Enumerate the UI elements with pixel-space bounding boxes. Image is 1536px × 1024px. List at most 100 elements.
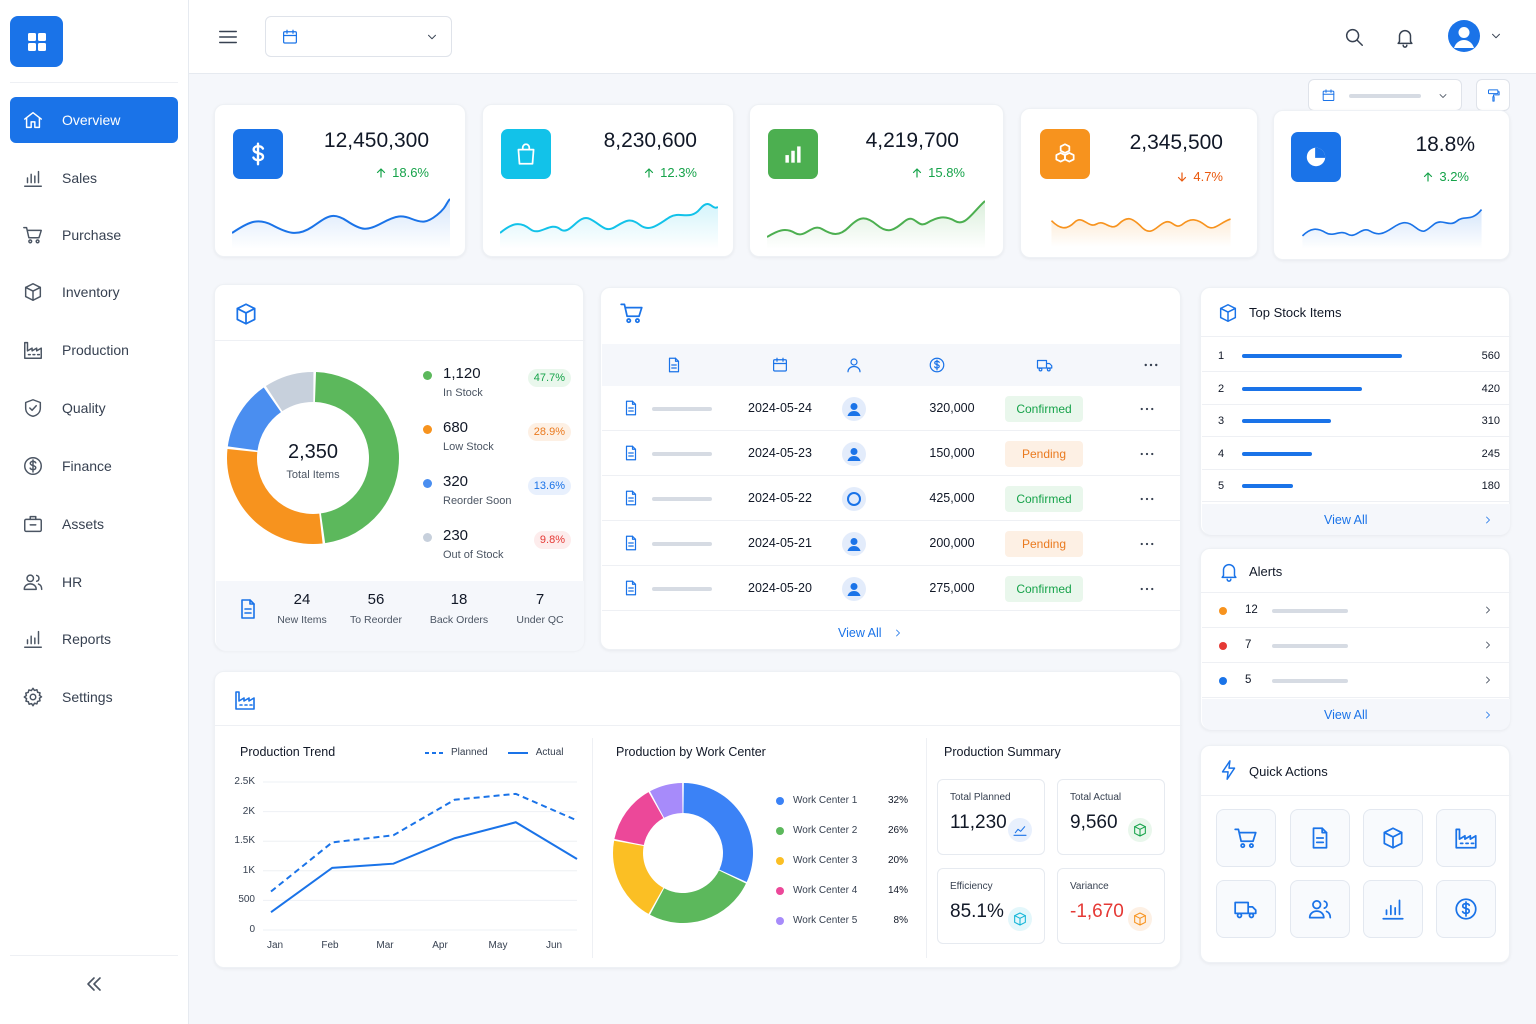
- document-icon: [668, 357, 680, 373]
- quick-action-document[interactable]: [1290, 809, 1350, 867]
- more-icon[interactable]: [1138, 400, 1156, 418]
- orders-view-all-link[interactable]: View All: [838, 626, 904, 640]
- divider: [926, 738, 927, 958]
- stat-under-qc[interactable]: 7 Under QC: [500, 591, 580, 626]
- quick-action-inventory[interactable]: [1363, 809, 1423, 867]
- list-item[interactable]: 5 180: [1202, 470, 1510, 502]
- summary-total-actual: Total Actual 9,560: [1057, 779, 1165, 855]
- top-stock-view-all-link[interactable]: View All: [1324, 513, 1368, 527]
- list-item[interactable]: 2 420: [1202, 373, 1510, 405]
- trend-title: Production Trend: [240, 745, 336, 759]
- sidebar-item-settings[interactable]: Settings: [10, 674, 178, 720]
- table-row[interactable]: 2024-05-20 275,000 Confirmed: [602, 566, 1180, 611]
- more-icon[interactable]: [1138, 445, 1156, 463]
- sidebar-item-sales[interactable]: Sales: [10, 155, 178, 201]
- donut-slice-reorder-soon: [227, 387, 281, 451]
- dollar-circle-icon: [929, 357, 945, 373]
- period-filter-select[interactable]: [1308, 79, 1462, 111]
- sidebar-item-finance[interactable]: Finance: [10, 443, 178, 489]
- stat-new-items[interactable]: 24 New Items: [262, 591, 342, 626]
- sidebar-item-inventory[interactable]: Inventory: [10, 269, 178, 315]
- status-badge: Pending: [1005, 531, 1083, 557]
- summary-value: -1,670: [1070, 901, 1124, 922]
- app-logo[interactable]: [10, 16, 63, 67]
- legend-pct: 32%: [887, 795, 908, 806]
- chevron-right-icon[interactable]: [1482, 514, 1494, 526]
- search-icon[interactable]: [1343, 26, 1365, 48]
- alert-item[interactable]: 5: [1202, 663, 1510, 698]
- kpi-card-orders[interactable]: 8,230,600 12.3%: [482, 104, 734, 257]
- order-id-placeholder: [652, 542, 712, 546]
- alert-item[interactable]: 7: [1202, 628, 1510, 663]
- divider: [10, 82, 178, 83]
- sidebar-item-hr[interactable]: HR: [10, 559, 178, 605]
- sidebar-item-quality[interactable]: Quality: [10, 385, 178, 431]
- quick-action-reports[interactable]: [1363, 880, 1423, 938]
- kpi-change: 12.3%: [643, 165, 697, 180]
- table-row[interactable]: 2024-05-23 150,000 Pending: [602, 431, 1180, 476]
- list-item[interactable]: 4 245: [1202, 438, 1510, 470]
- collapse-sidebar-icon[interactable]: [82, 972, 106, 996]
- chevron-right-icon[interactable]: [1482, 709, 1494, 721]
- sidebar-item-label: Quality: [62, 400, 106, 416]
- summary-label: Total Planned: [950, 792, 1011, 803]
- stat-label: To Reorder: [350, 614, 402, 626]
- sidebar-item-reports[interactable]: Reports: [10, 616, 178, 662]
- kpi-card-margin[interactable]: 18.8% 3.2%: [1273, 110, 1510, 260]
- kpi-card-inventory-value[interactable]: 2,345,500 4.7%: [1020, 108, 1258, 258]
- order-amount: 275,000: [929, 581, 975, 595]
- summary-title: Production Summary: [944, 745, 1061, 759]
- chevron-down-icon[interactable]: [1489, 29, 1503, 43]
- sparkline: [767, 200, 985, 249]
- more-icon[interactable]: [1138, 580, 1156, 598]
- stat-to-reorder[interactable]: 56 To Reorder: [336, 591, 416, 626]
- arrow-up-icon: [377, 167, 386, 178]
- more-icon[interactable]: [1142, 356, 1160, 374]
- list-item[interactable]: 1 560: [1202, 340, 1510, 372]
- kpi-card-production[interactable]: 4,219,700 15.8%: [749, 104, 1004, 257]
- table-row[interactable]: 2024-05-22 425,000 Confirmed: [602, 476, 1180, 521]
- stat-back-orders[interactable]: 18 Back Orders: [419, 591, 499, 626]
- document-icon: [625, 490, 637, 506]
- paint-filter-button[interactable]: [1476, 79, 1510, 111]
- more-icon[interactable]: [1138, 490, 1156, 508]
- quick-action-hr[interactable]: [1290, 880, 1350, 938]
- quick-action-finance[interactable]: [1436, 880, 1496, 938]
- quick-action-purchase[interactable]: [1216, 809, 1276, 867]
- bar-chart-icon: [768, 129, 818, 179]
- briefcase-icon: [24, 515, 42, 533]
- alerts-view-all-link[interactable]: View All: [1324, 708, 1368, 722]
- date-range-select[interactable]: [265, 16, 452, 57]
- alert-pin-icon: [1219, 677, 1227, 685]
- quick-action-production[interactable]: [1436, 809, 1496, 867]
- menu-icon[interactable]: [217, 26, 239, 48]
- truck-icon: [1234, 901, 1257, 919]
- alert-item[interactable]: 12: [1202, 593, 1510, 628]
- arrow-up-icon: [913, 167, 922, 178]
- legend-dot: [423, 479, 432, 488]
- stock-bar: [1242, 419, 1331, 423]
- avatar[interactable]: [1448, 20, 1480, 52]
- list-item[interactable]: 3 310: [1202, 405, 1510, 437]
- top-stock-card: Top Stock Items 1 560 2 420 3 310 4 245 5 180 Vie…: [1200, 287, 1511, 535]
- sidebar-item-production[interactable]: Production: [10, 327, 178, 373]
- card-title: Top Stock Items: [1249, 305, 1342, 320]
- box-icon: [1219, 304, 1237, 322]
- sidebar-item-overview[interactable]: Overview: [10, 97, 178, 143]
- divider: [215, 725, 1182, 726]
- kpi-card-revenue[interactable]: 12,450,300 18.6%: [214, 104, 466, 257]
- more-icon[interactable]: [1138, 535, 1156, 553]
- view-all-label: View All: [838, 626, 882, 640]
- bell-icon[interactable]: [1394, 25, 1416, 49]
- divider: [1201, 592, 1511, 593]
- table-row[interactable]: 2024-05-21 200,000 Pending: [602, 521, 1180, 566]
- quick-action-shipping[interactable]: [1216, 880, 1276, 938]
- table-row[interactable]: 2024-05-24 320,000 Confirmed: [602, 386, 1180, 431]
- legend-label: Low Stock: [443, 441, 494, 453]
- sidebar-item-purchase[interactable]: Purchase: [10, 212, 178, 258]
- production-trend-chart: [263, 781, 578, 931]
- box-icon: [24, 283, 42, 301]
- card-title: Quick Actions: [1249, 764, 1328, 779]
- sidebar-item-assets[interactable]: Assets: [10, 501, 178, 547]
- summary-label: Variance: [1070, 881, 1109, 892]
